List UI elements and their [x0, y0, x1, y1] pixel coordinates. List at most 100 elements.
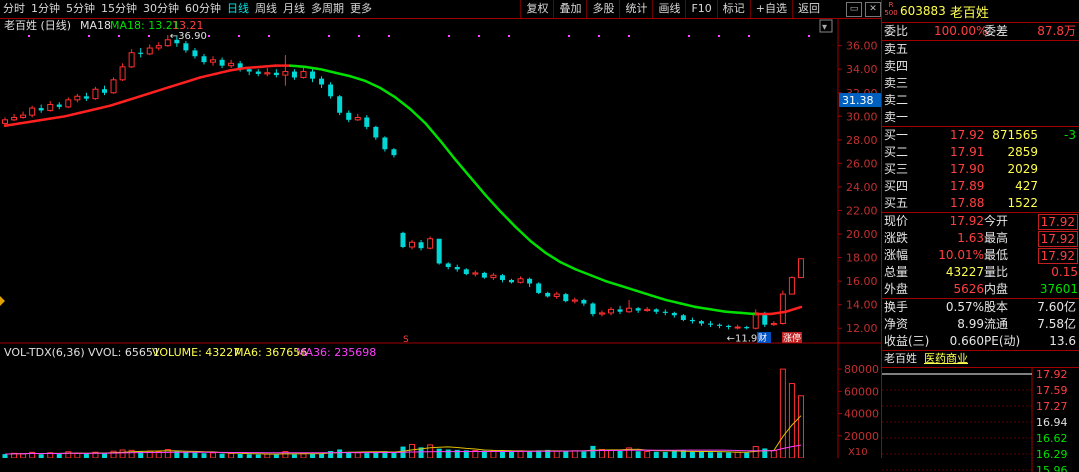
signal-dot: [148, 35, 150, 37]
volume-bar-down: [192, 453, 197, 458]
weicha-value: 87.8万: [1037, 23, 1076, 40]
signal-dot: [748, 35, 750, 37]
signal-dot: [268, 35, 270, 37]
sell-label: 卖一: [884, 109, 908, 126]
buy-price: 17.92: [950, 127, 984, 144]
candle-down: [437, 239, 442, 265]
volume-bar-up: [771, 451, 776, 458]
window-controls: ▭ ✕: [843, 0, 881, 18]
restore-icon[interactable]: ▭: [846, 2, 862, 17]
signal-dot: [688, 35, 690, 37]
signal-dot: [328, 35, 330, 37]
volume-bar-up: [798, 396, 803, 458]
period-tab-2[interactable]: 5分钟: [63, 0, 98, 18]
mini-axis-label: 15.96: [1036, 464, 1068, 472]
period-tab-5[interactable]: 60分钟: [182, 0, 224, 18]
tool-button-1[interactable]: 叠加: [553, 0, 586, 18]
signal-dot: [238, 35, 240, 37]
price-tick-label: 24.00: [846, 181, 878, 194]
stat-value: 10.01%: [938, 247, 984, 264]
fund-label: PE(动): [984, 333, 1020, 350]
tool-button-7[interactable]: +自选: [750, 0, 792, 18]
volume-bar-down: [708, 452, 713, 458]
stat-label: 涨幅: [884, 247, 908, 264]
volume-bar-down: [762, 448, 767, 458]
stat-label: 内盘: [984, 281, 1008, 298]
price-tick-label: 30.00: [846, 110, 878, 123]
volume-bar-down: [654, 452, 659, 458]
weicha-label: 委差: [984, 23, 1008, 40]
volume-bar-down: [183, 452, 188, 458]
ma18-segment: [290, 66, 305, 67]
tool-button-6[interactable]: 标记: [717, 0, 750, 18]
volume-bar-down: [636, 451, 641, 458]
volume-bar-down: [292, 454, 297, 458]
sector-tab-stock[interactable]: 老百姓: [884, 351, 917, 367]
buy-label: 买四: [884, 178, 908, 195]
fund-label: 收益(三): [884, 333, 929, 350]
period-tab-9[interactable]: 多周期: [308, 0, 347, 18]
tool-button-8[interactable]: 返回: [792, 0, 825, 18]
candle-up: [780, 291, 785, 325]
volume-bar-down: [581, 452, 586, 458]
signal-dot: [208, 35, 210, 37]
tool-button-4[interactable]: 画线: [652, 0, 685, 18]
signal-dot: [478, 35, 480, 37]
stat-value: 43227: [946, 264, 984, 281]
period-tab-7[interactable]: 周线: [252, 0, 280, 18]
fund-value: 0.57%: [946, 299, 984, 316]
kline-chart[interactable]: 36.0034.0032.0030.0028.0026.0024.0022.00…: [0, 18, 881, 458]
period-tab-1[interactable]: 1分钟: [28, 0, 63, 18]
period-tab-4[interactable]: 30分钟: [140, 0, 182, 18]
sector-tab-industry[interactable]: 医药商业: [924, 351, 968, 367]
tool-button-3[interactable]: 统计: [619, 0, 652, 18]
ma18-segment: [260, 66, 275, 67]
stock-code: 603883: [900, 4, 946, 18]
signal-dot: [568, 35, 570, 37]
sell-row: 卖二: [882, 92, 1079, 109]
rights-badge: R 500: [884, 1, 898, 17]
tool-button-2[interactable]: 多股: [586, 0, 619, 18]
vol-unit: X10: [848, 447, 868, 458]
volume-bar-down: [699, 452, 704, 458]
sell-label: 卖三: [884, 75, 908, 92]
signal-dot: [448, 35, 450, 37]
candle-up: [111, 77, 116, 93]
tool-button-5[interactable]: F10: [685, 0, 716, 18]
price-tick-label: 16.00: [846, 275, 878, 288]
buy-label: 买五: [884, 195, 908, 212]
candle-down: [536, 282, 541, 294]
period-tab-6[interactable]: 日线: [224, 0, 252, 18]
volume-bar-down: [310, 454, 315, 458]
volume-bar-up: [355, 453, 360, 458]
sell-row: 卖四: [882, 58, 1079, 75]
period-tab-3[interactable]: 15分钟: [98, 0, 140, 18]
price-tick-label: 34.00: [846, 63, 878, 76]
stock-header: R 500 603883 老百姓: [882, 0, 1079, 23]
stat-value: 1.63: [957, 230, 984, 247]
kline-chart-area[interactable]: 36.0034.0032.0030.0028.0026.0024.0022.00…: [0, 18, 881, 458]
period-tab-8[interactable]: 月线: [280, 0, 308, 18]
volume-bar-down: [563, 451, 568, 458]
sell-row: 卖五: [882, 41, 1079, 58]
ma18-segment: [726, 312, 741, 313]
period-tab-10[interactable]: 更多: [347, 0, 375, 18]
close-icon[interactable]: ✕: [865, 2, 881, 17]
vvol-label: VVOL: 65651: [88, 346, 160, 359]
signal-dot: [88, 35, 90, 37]
stat-label: 最高: [984, 230, 1008, 247]
ma-label: MA18: [80, 19, 111, 32]
period-tab-0[interactable]: 分时: [0, 0, 28, 18]
mini-axis-label: 17.59: [1036, 384, 1068, 397]
price-tick-label: 26.00: [846, 157, 878, 170]
stat-value: 0.15: [1051, 264, 1078, 281]
tool-button-0[interactable]: 复权: [520, 0, 553, 18]
mini-axis-label: 17.92: [1036, 368, 1068, 381]
